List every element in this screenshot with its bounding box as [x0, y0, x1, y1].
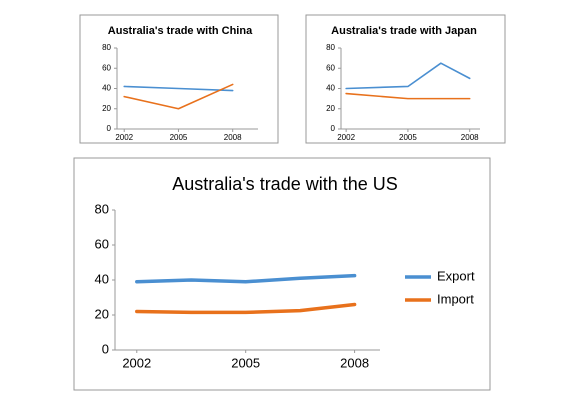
y-tick-label: 0	[102, 341, 109, 356]
x-tick-label: 2008	[224, 133, 242, 142]
x-tick-label: 2002	[122, 356, 151, 371]
y-tick-label: 0	[107, 124, 112, 133]
x-tick-label: 2002	[115, 133, 133, 142]
y-tick-label: 80	[326, 43, 335, 52]
series-line	[135, 273, 357, 284]
panel-frame	[73, 157, 491, 391]
legend-label: Export	[437, 268, 475, 283]
legend-label: Import	[437, 291, 474, 306]
chart-title: Australia's trade with China	[108, 25, 253, 37]
y-tick-label: 40	[102, 84, 111, 93]
x-tick-label: 2005	[399, 133, 417, 142]
x-tick-label: 2008	[340, 356, 369, 371]
y-tick-label: 60	[95, 236, 109, 251]
y-tick-label: 60	[326, 63, 335, 72]
y-tick-label: 0	[331, 124, 336, 133]
x-tick-label: 2008	[461, 133, 479, 142]
panel-frame	[305, 14, 506, 144]
y-tick-label: 80	[95, 201, 109, 216]
x-tick-label: 2002	[337, 133, 355, 142]
y-tick-label: 20	[102, 104, 111, 113]
y-tick-label: 80	[102, 43, 111, 52]
series-line	[123, 83, 234, 110]
x-tick-label: 2005	[170, 133, 188, 142]
series-line	[345, 62, 471, 90]
series-line	[345, 92, 471, 100]
panel-frame	[79, 14, 279, 144]
y-tick-label: 40	[326, 84, 335, 93]
y-tick-label: 20	[95, 306, 109, 321]
y-tick-label: 40	[95, 271, 109, 286]
series-line	[123, 85, 234, 92]
series-line	[135, 302, 357, 315]
y-tick-label: 60	[102, 63, 111, 72]
y-tick-label: 20	[326, 104, 335, 113]
chart-title: Australia's trade with the US	[172, 174, 398, 194]
x-tick-label: 2005	[231, 356, 260, 371]
chart-title: Australia's trade with Japan	[331, 25, 477, 37]
